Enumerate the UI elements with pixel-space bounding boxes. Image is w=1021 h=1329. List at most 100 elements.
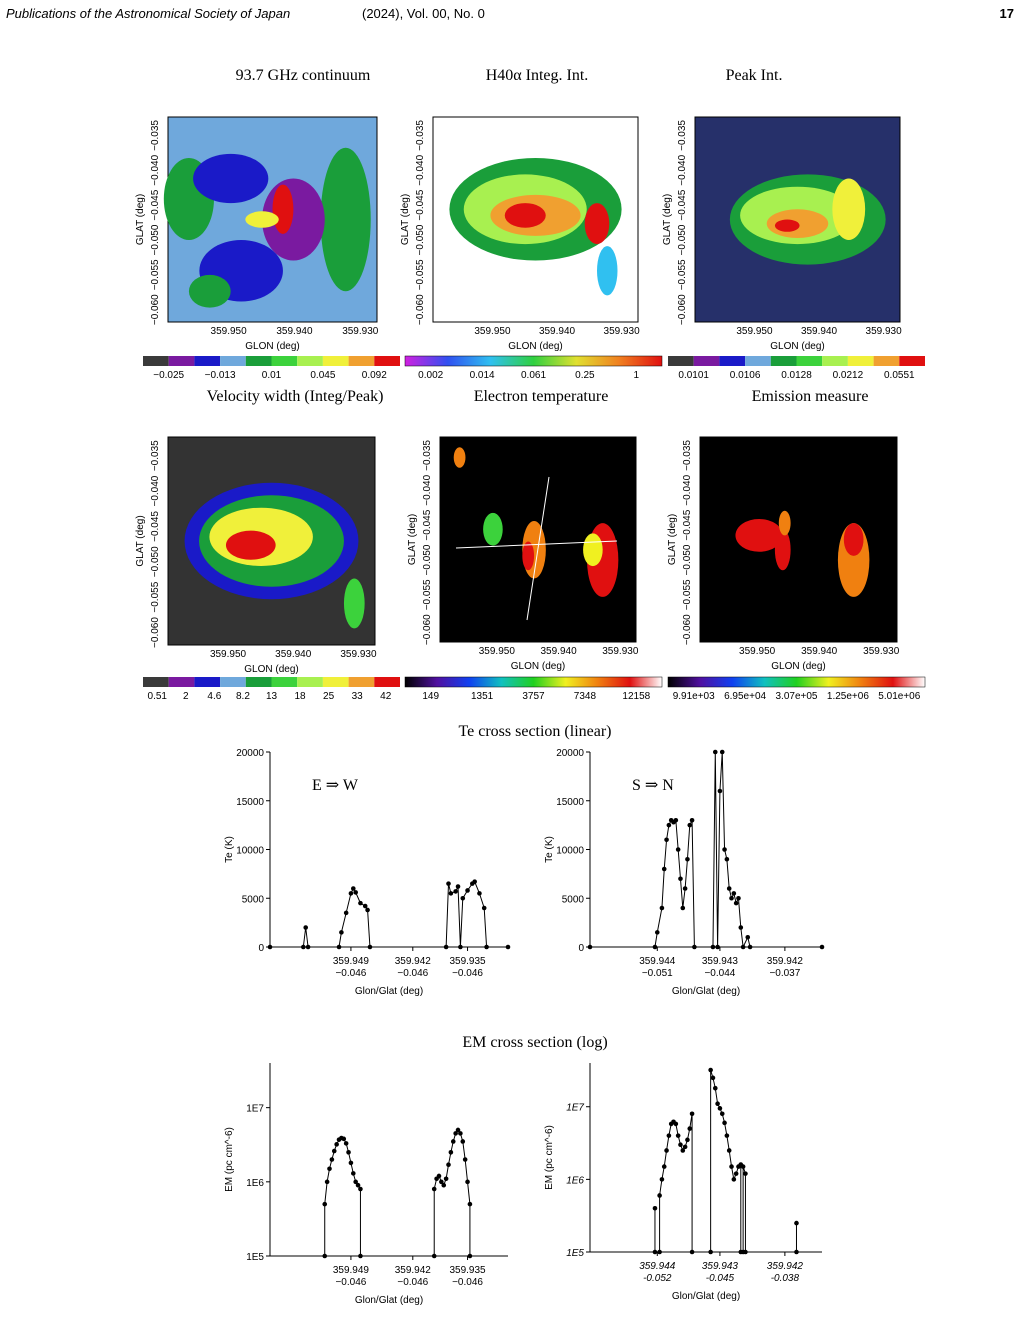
data-point [740, 944, 746, 950]
colorbar-label: 2 [183, 691, 189, 702]
x-tick-label: 359.942 [767, 956, 804, 967]
data-point [736, 895, 741, 901]
data-point [680, 905, 686, 911]
data-point [729, 895, 734, 901]
data-point [733, 900, 739, 906]
map-y-tick-label: −0.040 [150, 154, 161, 185]
map-feature [774, 529, 791, 571]
x-tick-label: 359.942 [395, 1265, 432, 1276]
map-y-tick-label: −0.055 [677, 259, 688, 290]
colorbar-segment [194, 677, 221, 687]
data-point [717, 788, 723, 794]
data-point [659, 1177, 665, 1182]
data-point [724, 856, 730, 862]
map-image [699, 436, 898, 643]
map-x-tick-label: 359.940 [541, 646, 578, 657]
x-tick-label: 359.949 [333, 1265, 370, 1276]
data-point [743, 1171, 748, 1176]
colorbar-label: 0.0106 [730, 370, 761, 381]
x-tick-label: -0.038 [771, 1273, 800, 1284]
x-tick-label: −0.044 [704, 968, 735, 979]
x-tick-label: −0.051 [642, 968, 673, 979]
colorbar-label: 6.95e+04 [724, 691, 766, 702]
data-point [481, 905, 487, 911]
y-tick-label: 1E6 [246, 1178, 264, 1189]
data-point [729, 1164, 734, 1169]
data-point [431, 1253, 437, 1259]
page-number: 17 [1000, 6, 1014, 21]
map-y-tick-label: −0.045 [677, 189, 688, 220]
colorbar-label: 3.07e+05 [776, 691, 818, 702]
cut-marker: S [535, 621, 542, 632]
map-y-label: GLAT (deg) [135, 515, 146, 566]
colorbar [404, 355, 663, 367]
data-point [322, 1253, 328, 1259]
colorbar-label: 0.01 [262, 370, 282, 381]
colorbar-label: 33 [352, 691, 364, 702]
data-point [448, 1150, 454, 1155]
data-point [685, 856, 690, 862]
map-y-tick-label: −0.045 [150, 511, 161, 542]
map-y-tick-label: −0.055 [415, 259, 426, 290]
map-x-tick-label: 359.940 [539, 326, 576, 337]
data-point [455, 884, 461, 889]
map-y-tick-label: −0.040 [415, 154, 426, 185]
y-tick-label: 1E5 [246, 1252, 264, 1263]
data-point [458, 1131, 463, 1136]
y-axis-label: Te (K) [544, 836, 555, 863]
map-feature [522, 541, 535, 571]
data-point [726, 886, 732, 891]
colorbar-segment [873, 356, 900, 366]
data-point [710, 944, 716, 950]
data-line [590, 751, 822, 949]
colorbar-segment [668, 356, 694, 366]
data-point [682, 1144, 688, 1150]
map-y-label: GLAT (deg) [667, 514, 678, 565]
x-tick-label: 359.944 [639, 1261, 676, 1272]
map-x-tick-label: 359.930 [604, 326, 641, 337]
map-y-tick-label: −0.060 [422, 614, 433, 645]
cut-marker: E [449, 530, 456, 541]
map-y-tick-label: −0.040 [150, 475, 161, 506]
data-point [685, 1137, 690, 1143]
journal-info: (2024), Vol. 00, No. 0 [362, 6, 485, 21]
colorbar-segment [245, 356, 272, 366]
y-tick-label: 1E6 [566, 1175, 584, 1186]
map-y-tick-label: −0.035 [150, 120, 161, 151]
data-point [689, 1249, 695, 1255]
colorbar-label: 1.25e+06 [827, 691, 869, 702]
map-title: Velocity width (Integ/Peak) [207, 388, 384, 405]
x-axis-label: Glon/Glat (deg) [672, 986, 740, 997]
colorbar [667, 676, 926, 688]
colorbar-label: 12158 [622, 691, 650, 702]
colorbar-segment [143, 356, 169, 366]
data-point [682, 886, 688, 891]
colorbar-segment [348, 677, 375, 687]
data-line [324, 1129, 471, 1256]
map-x-label: GLON (deg) [771, 661, 825, 672]
map-x-tick-label: 359.940 [276, 326, 313, 337]
data-point [722, 1120, 727, 1126]
data-point [329, 1157, 335, 1162]
colorbar-segment [220, 356, 246, 366]
map-x-tick-label: 359.930 [342, 326, 379, 337]
colorbar-label: 0.0551 [884, 370, 915, 381]
x-tick-label: −0.046 [335, 1277, 366, 1288]
map-x-tick-label: 359.930 [863, 646, 900, 657]
map-y-tick-label: −0.035 [677, 120, 688, 151]
data-point [341, 1136, 347, 1142]
data-point [687, 1126, 693, 1131]
map-x-tick-label: 359.950 [210, 649, 247, 660]
colorbar-label: 1351 [471, 691, 494, 702]
data-point [467, 1253, 473, 1259]
map-y-tick-label: −0.040 [677, 154, 688, 185]
colorbar-segment [168, 356, 195, 366]
data-point [365, 907, 370, 913]
map-y-tick-label: −0.035 [682, 440, 693, 471]
colorbar-label: 1 [634, 370, 640, 381]
colorbar-label: 7348 [574, 691, 597, 702]
map-feature [272, 184, 294, 234]
map-y-tick-label: −0.050 [150, 546, 161, 577]
data-point [324, 1179, 330, 1185]
data-point [666, 1133, 672, 1138]
